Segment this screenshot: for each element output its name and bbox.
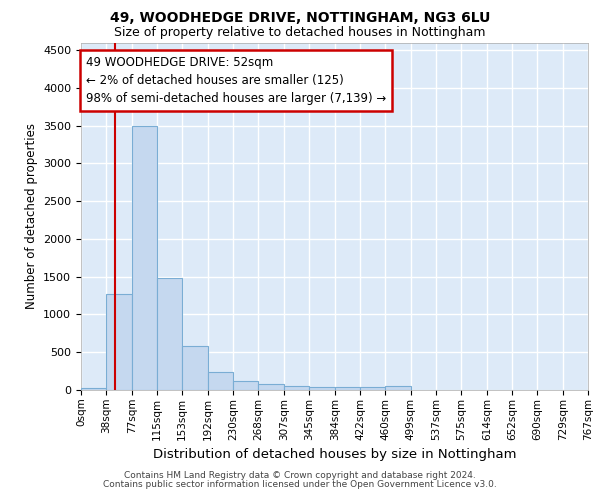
Bar <box>360 388 385 390</box>
Bar <box>157 278 182 390</box>
Text: 49 WOODHEDGE DRIVE: 52sqm
← 2% of detached houses are smaller (125)
98% of semi-: 49 WOODHEDGE DRIVE: 52sqm ← 2% of detach… <box>86 56 386 105</box>
Bar <box>81 388 106 390</box>
Text: Contains HM Land Registry data © Crown copyright and database right 2024.: Contains HM Land Registry data © Crown c… <box>124 471 476 480</box>
Bar <box>106 294 132 390</box>
Text: Contains public sector information licensed under the Open Government Licence v3: Contains public sector information licen… <box>103 480 497 489</box>
Bar <box>182 346 208 390</box>
Bar <box>258 384 284 390</box>
Text: Size of property relative to detached houses in Nottingham: Size of property relative to detached ho… <box>114 26 486 39</box>
X-axis label: Distribution of detached houses by size in Nottingham: Distribution of detached houses by size … <box>153 448 516 461</box>
Y-axis label: Number of detached properties: Number of detached properties <box>25 123 38 309</box>
Bar <box>335 387 360 390</box>
Text: 49, WOODHEDGE DRIVE, NOTTINGHAM, NG3 6LU: 49, WOODHEDGE DRIVE, NOTTINGHAM, NG3 6LU <box>110 11 490 25</box>
Bar <box>208 372 233 390</box>
Bar <box>233 381 258 390</box>
Bar <box>309 386 335 390</box>
Bar <box>284 386 309 390</box>
Bar <box>132 126 157 390</box>
Bar <box>385 386 411 390</box>
